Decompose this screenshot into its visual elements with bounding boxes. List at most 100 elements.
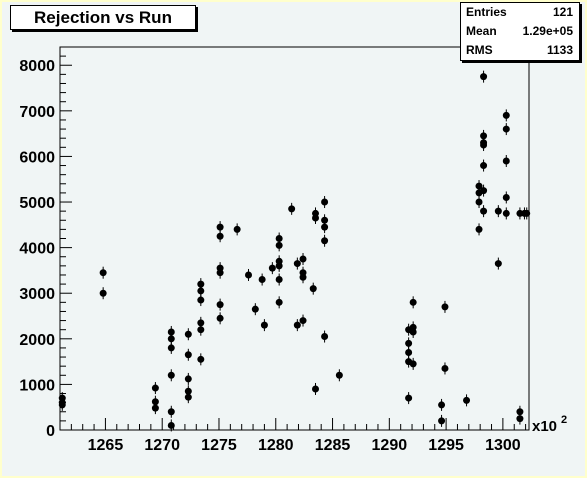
data-point bbox=[167, 421, 175, 429]
data-point bbox=[441, 303, 449, 311]
stats-row-entries: Entries 121 bbox=[461, 3, 579, 22]
data-point bbox=[480, 73, 488, 81]
data-point bbox=[275, 235, 283, 242]
data-point bbox=[312, 385, 320, 393]
stats-key: RMS bbox=[466, 43, 493, 57]
data-point bbox=[321, 237, 329, 245]
data-point bbox=[441, 364, 449, 372]
data-point bbox=[197, 287, 205, 295]
data-point bbox=[299, 255, 307, 263]
data-point bbox=[216, 301, 224, 309]
data-point bbox=[312, 209, 320, 217]
data-point bbox=[480, 187, 488, 195]
x-tick-label: 1290 bbox=[372, 437, 408, 454]
data-point bbox=[494, 207, 502, 215]
stats-key: Entries bbox=[466, 5, 507, 19]
data-point bbox=[275, 276, 283, 284]
data-point bbox=[293, 260, 301, 268]
data-point bbox=[184, 330, 192, 338]
data-point bbox=[409, 298, 417, 306]
data-point bbox=[335, 371, 343, 379]
data-point bbox=[480, 162, 488, 170]
data-point bbox=[197, 280, 205, 288]
data-point bbox=[275, 262, 283, 270]
data-point bbox=[167, 328, 175, 336]
x-tick-label: 1275 bbox=[201, 437, 237, 454]
data-point bbox=[480, 132, 488, 140]
data-point bbox=[260, 321, 268, 329]
stats-value: 121 bbox=[552, 5, 573, 19]
data-point bbox=[275, 241, 283, 249]
x-tick-label: 1270 bbox=[144, 437, 180, 454]
data-point bbox=[321, 216, 329, 224]
data-point bbox=[245, 271, 253, 279]
stats-row-rms: RMS 1133 bbox=[461, 41, 579, 60]
data-point bbox=[275, 298, 283, 306]
data-point bbox=[197, 296, 205, 304]
data-point bbox=[321, 198, 329, 206]
x-exponent-label: x10 bbox=[532, 418, 557, 435]
y-tick-label: 4000 bbox=[19, 241, 55, 258]
data-point bbox=[438, 417, 446, 425]
data-point bbox=[197, 319, 205, 327]
data-point bbox=[463, 396, 471, 404]
data-point bbox=[405, 394, 413, 402]
data-point bbox=[480, 141, 488, 149]
data-point bbox=[502, 157, 510, 165]
x-exponent-power: 2 bbox=[561, 414, 567, 426]
data-point bbox=[151, 398, 159, 406]
data-point bbox=[502, 125, 510, 133]
data-point bbox=[502, 111, 510, 119]
y-tick-label: 2000 bbox=[19, 332, 55, 349]
data-point bbox=[438, 401, 446, 409]
y-tick-label: 7000 bbox=[19, 104, 55, 121]
data-point bbox=[405, 339, 413, 347]
data-point bbox=[151, 384, 159, 392]
chart-title: Rejection vs Run bbox=[10, 5, 196, 30]
data-point bbox=[184, 375, 192, 383]
data-point bbox=[321, 223, 329, 231]
data-point bbox=[151, 404, 159, 412]
y-tick-label: 3000 bbox=[19, 286, 55, 303]
data-point bbox=[405, 348, 413, 356]
x-tick-label: 1285 bbox=[315, 437, 351, 454]
stats-value: 1133 bbox=[546, 43, 573, 57]
stats-row-mean: Mean 1.29e+05 bbox=[461, 22, 579, 41]
data-point bbox=[502, 209, 510, 217]
data-point bbox=[299, 317, 307, 325]
y-tick-label: 1000 bbox=[19, 377, 55, 394]
data-point bbox=[516, 415, 524, 423]
data-point bbox=[184, 393, 192, 401]
data-point bbox=[268, 264, 276, 272]
data-point bbox=[251, 305, 259, 313]
x-tick-label: 1265 bbox=[88, 437, 124, 454]
data-point bbox=[475, 182, 483, 190]
plot-frame bbox=[59, 46, 530, 431]
data-point bbox=[288, 205, 296, 213]
data-point bbox=[299, 273, 307, 281]
data-point bbox=[523, 209, 531, 217]
data-point bbox=[167, 335, 175, 343]
data-point bbox=[409, 360, 417, 368]
data-point bbox=[167, 344, 175, 352]
data-point bbox=[216, 314, 224, 322]
y-tick-label: 6000 bbox=[19, 149, 55, 166]
data-point bbox=[475, 198, 483, 206]
y-tick-label: 8000 bbox=[19, 58, 55, 75]
stats-value: 1.29e+05 bbox=[522, 24, 573, 38]
data-point bbox=[309, 285, 317, 293]
data-point bbox=[216, 223, 224, 231]
data-point bbox=[516, 408, 524, 416]
data-point bbox=[167, 408, 175, 416]
data-point bbox=[233, 225, 241, 233]
y-tick-label: 5000 bbox=[19, 195, 55, 212]
data-point bbox=[99, 289, 107, 297]
data-point bbox=[475, 225, 483, 233]
data-point bbox=[197, 355, 205, 363]
stats-key: Mean bbox=[466, 24, 497, 38]
y-tick-label: 0 bbox=[46, 423, 55, 440]
data-point bbox=[321, 333, 329, 341]
data-point bbox=[197, 326, 205, 334]
